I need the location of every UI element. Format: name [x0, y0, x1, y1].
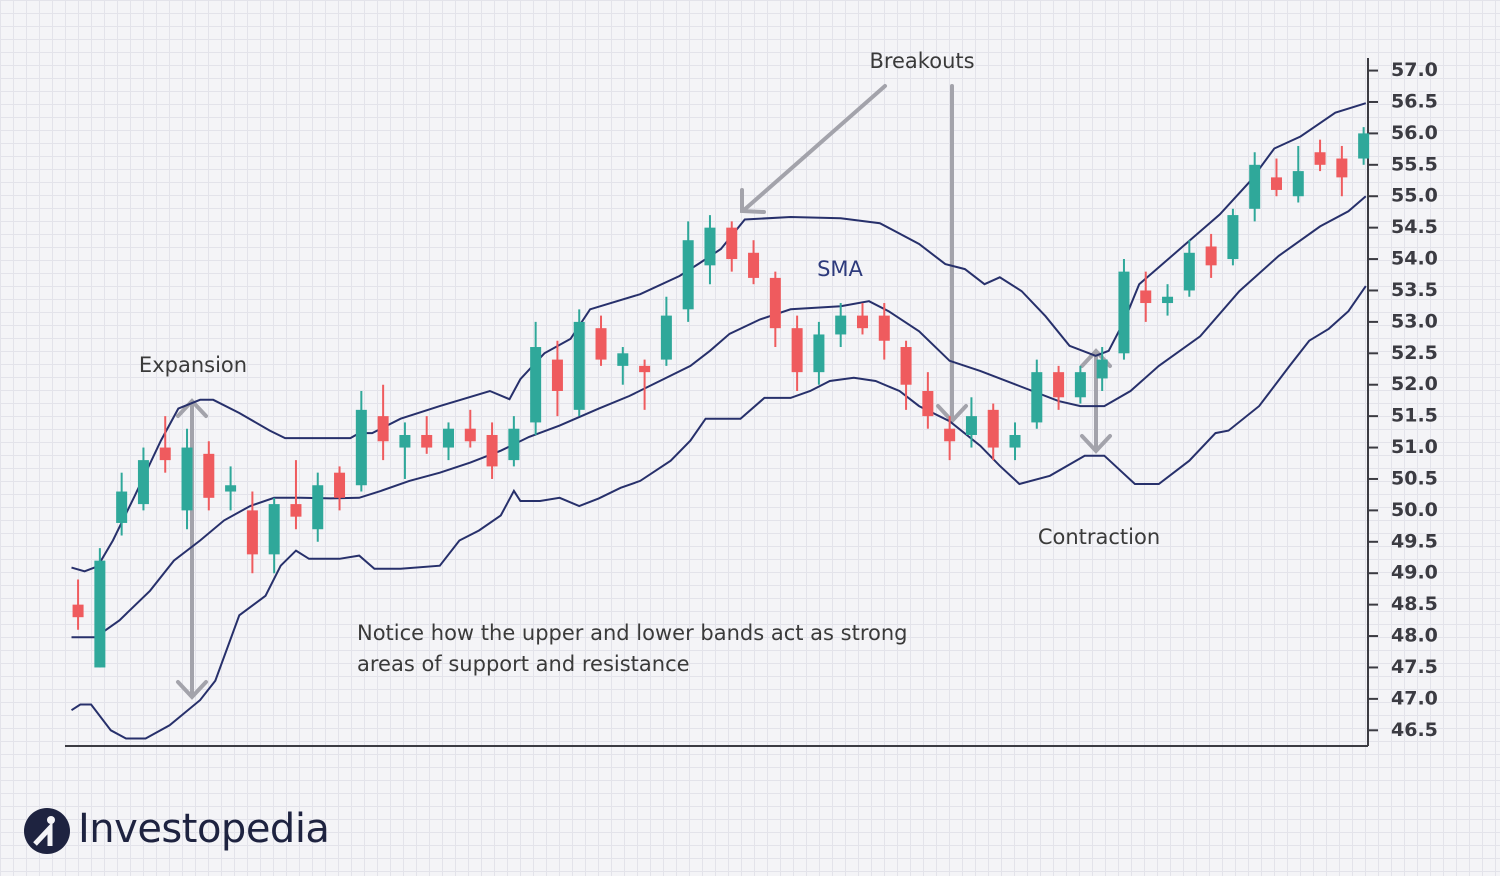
- candle-body: [1140, 290, 1152, 304]
- candle-body: [878, 315, 890, 341]
- annotation-expansion: Expansion: [139, 353, 247, 377]
- y-tick-label: 55.0: [1391, 185, 1438, 207]
- y-tick-label: 55.5: [1391, 153, 1438, 175]
- annotation-sma: SMA: [817, 257, 863, 281]
- candle-body: [987, 409, 999, 448]
- y-tick-label: 47.5: [1391, 656, 1438, 678]
- candle-body: [399, 434, 411, 448]
- candle-body: [1096, 359, 1108, 379]
- candle-body: [225, 485, 237, 492]
- candle-body: [900, 347, 912, 385]
- annotation-note: Notice how the upper and lower bands act…: [357, 621, 908, 676]
- candle-body: [769, 277, 781, 329]
- y-tick-label: 48.5: [1391, 593, 1438, 615]
- logo-text: Investopedia: [78, 806, 330, 852]
- candle-body: [94, 560, 106, 668]
- annotation-contraction: Contraction: [1038, 525, 1160, 549]
- candle-body: [1053, 372, 1065, 398]
- candle-body: [1249, 164, 1261, 209]
- candle-body: [1314, 152, 1326, 165]
- candle-body: [464, 428, 476, 442]
- y-tick-label: 57.0: [1391, 59, 1438, 81]
- candle-body: [377, 416, 389, 442]
- candle-body: [268, 504, 280, 555]
- candle-body: [1205, 246, 1217, 266]
- y-tick-label: 53.0: [1391, 310, 1438, 332]
- candle-body: [1031, 372, 1043, 423]
- candle-body: [617, 353, 629, 366]
- y-tick-label: 46.5: [1391, 719, 1438, 741]
- candle-body: [246, 510, 258, 555]
- y-tick-label: 48.0: [1391, 625, 1438, 647]
- candle-body: [1270, 177, 1282, 190]
- y-tick-label: 54.0: [1391, 248, 1438, 270]
- candle-body: [203, 453, 215, 498]
- candle-body: [116, 491, 128, 523]
- y-tick-label: 52.5: [1391, 342, 1438, 364]
- candle-body: [551, 359, 563, 392]
- candle-body: [1292, 171, 1304, 197]
- candle-body: [1009, 434, 1021, 448]
- candle-body: [1227, 215, 1239, 260]
- y-tick-label: 52.0: [1391, 373, 1438, 395]
- candle-body: [312, 485, 324, 530]
- y-tick-label: 54.5: [1391, 216, 1438, 238]
- candle-body: [748, 252, 760, 278]
- candle-body: [530, 347, 542, 423]
- candle-body: [1162, 296, 1174, 304]
- candle-body: [573, 321, 585, 410]
- candle-body: [1118, 271, 1130, 354]
- candle-body: [181, 447, 193, 511]
- candle-body: [290, 504, 302, 517]
- candle-body: [1336, 158, 1348, 178]
- y-tick-label: 56.5: [1391, 90, 1438, 112]
- band-line: [71, 195, 1367, 639]
- logo-icon: [24, 808, 70, 854]
- y-tick-label: 51.5: [1391, 405, 1438, 427]
- candle-body: [682, 240, 694, 310]
- candle-body: [442, 428, 454, 448]
- annotation-breakouts: Breakouts: [869, 49, 974, 73]
- candle-body: [334, 472, 346, 498]
- candle-body: [726, 227, 738, 260]
- y-tick-label: 53.5: [1391, 279, 1438, 301]
- candle-body: [835, 315, 847, 335]
- candle-body: [355, 409, 367, 486]
- candle-body: [856, 315, 868, 329]
- candle-body: [639, 365, 651, 373]
- candle-body: [791, 328, 803, 373]
- candle-body: [660, 315, 672, 360]
- y-tick-label: 47.0: [1391, 687, 1438, 709]
- y-tick-label: 49.5: [1391, 530, 1438, 552]
- y-tick-label: 50.5: [1391, 467, 1438, 489]
- candle-body: [72, 604, 84, 618]
- y-tick-label: 49.0: [1391, 562, 1438, 584]
- candle-body: [1358, 133, 1370, 159]
- candle-body: [595, 328, 607, 360]
- candle-body: [922, 391, 934, 417]
- candle-body: [944, 428, 956, 442]
- candle-body: [137, 460, 149, 505]
- candle-body: [965, 416, 977, 435]
- candle-body: [1074, 372, 1086, 398]
- candle-body: [704, 227, 716, 266]
- band-line: [70, 285, 1367, 740]
- y-tick-label: 51.0: [1391, 436, 1438, 458]
- candle-body: [421, 434, 433, 448]
- candle-body: [813, 334, 825, 373]
- candle-body: [508, 428, 520, 461]
- candle-body: [1183, 252, 1195, 291]
- candle-body: [159, 447, 171, 461]
- y-tick-label: 50.0: [1391, 499, 1438, 521]
- y-tick-label: 56.0: [1391, 122, 1438, 144]
- candle-body: [486, 434, 498, 467]
